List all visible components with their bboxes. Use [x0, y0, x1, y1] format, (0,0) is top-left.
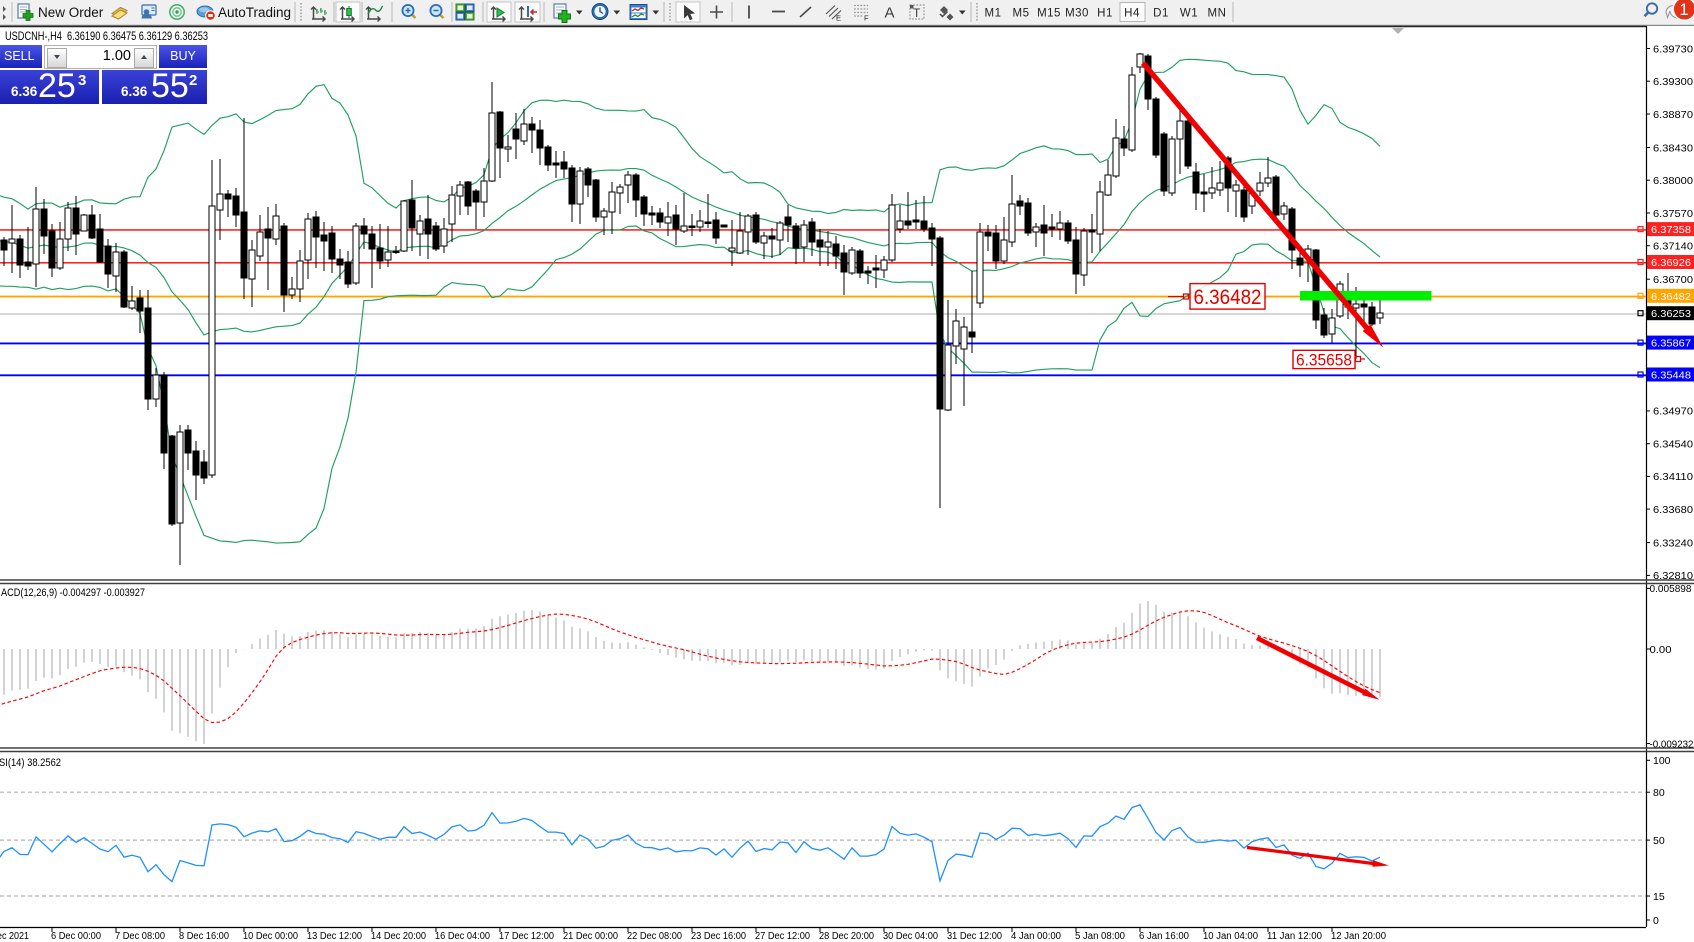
svg-text:30 Dec 04:00: 30 Dec 04:00	[883, 931, 938, 942]
svg-text:80: 80	[1653, 787, 1665, 799]
svg-text:H4: H4	[1124, 8, 1140, 20]
svg-text:6.37570: 6.37570	[1653, 208, 1693, 220]
svg-text:6.39300: 6.39300	[1653, 76, 1693, 88]
svg-text:23 Dec 16:00: 23 Dec 16:00	[691, 931, 746, 942]
svg-text:16 Dec 04:00: 16 Dec 04:00	[435, 931, 490, 942]
svg-text:27 Dec 12:00: 27 Dec 12:00	[755, 931, 810, 942]
svg-text:6.34970: 6.34970	[1653, 406, 1693, 418]
svg-text:6 Dec 00:00: 6 Dec 00:00	[51, 931, 101, 942]
svg-text:A: A	[885, 5, 895, 22]
svg-text:0.00: 0.00	[1650, 644, 1672, 656]
svg-text:4 Jan 00:00: 4 Jan 00:00	[1011, 931, 1061, 942]
svg-text:15: 15	[1653, 891, 1665, 903]
svg-text:H1: H1	[1097, 8, 1113, 20]
svg-text:14 Dec 20:00: 14 Dec 20:00	[371, 931, 426, 942]
svg-text:12 Jan 20:00: 12 Jan 20:00	[1331, 931, 1386, 942]
svg-text:6.38430: 6.38430	[1653, 142, 1693, 154]
svg-text:M15: M15	[1037, 8, 1061, 20]
svg-text:6.38000: 6.38000	[1653, 175, 1693, 187]
svg-text:6.33680: 6.33680	[1653, 504, 1693, 516]
svg-text:5 Jan 08:00: 5 Jan 08:00	[1075, 931, 1125, 942]
svg-text:6.32810: 6.32810	[1653, 570, 1693, 582]
svg-text:6.33240: 6.33240	[1653, 537, 1693, 549]
svg-text:E: E	[836, 14, 841, 23]
svg-text:6 Jan 16:00: 6 Jan 16:00	[1139, 931, 1189, 942]
svg-text:ACD(12,26,9) -0.004297 -0.0039: ACD(12,26,9) -0.004297 -0.003927	[1, 587, 145, 599]
svg-text:31 Dec 12:00: 31 Dec 12:00	[947, 931, 1002, 942]
svg-text:22 Dec 08:00: 22 Dec 08:00	[627, 931, 682, 942]
svg-text:50: 50	[1653, 835, 1665, 847]
svg-text:100: 100	[1653, 755, 1671, 767]
svg-text:6.35448: 6.35448	[1651, 370, 1691, 382]
svg-text:MN: MN	[1208, 8, 1227, 20]
svg-text:21 Dec 00:00: 21 Dec 00:00	[563, 931, 618, 942]
svg-text:T: T	[913, 6, 921, 20]
svg-text:0: 0	[1653, 915, 1659, 927]
svg-text:M5: M5	[1013, 8, 1030, 20]
svg-text:8 Dec 16:00: 8 Dec 16:00	[179, 931, 229, 942]
svg-text:M30: M30	[1065, 8, 1089, 20]
svg-text:0.005898: 0.005898	[1650, 583, 1692, 595]
svg-text:10 Jan 04:00: 10 Jan 04:00	[1203, 931, 1258, 942]
svg-text:6.36253: 6.36253	[1651, 308, 1691, 320]
svg-text:1: 1	[1679, 1, 1688, 19]
svg-text:6.36926: 6.36926	[1651, 257, 1691, 269]
svg-text:11 Jan 12:00: 11 Jan 12:00	[1267, 931, 1322, 942]
svg-text:6.39730: 6.39730	[1653, 43, 1693, 55]
svg-text:6.37358: 6.37358	[1651, 224, 1691, 236]
svg-text:F: F	[864, 14, 869, 23]
svg-text:6.36482: 6.36482	[1194, 286, 1262, 309]
svg-text:6.36700: 6.36700	[1653, 274, 1693, 286]
svg-text:3 Dec 2021: 3 Dec 2021	[0, 931, 29, 942]
svg-text:6.35658: 6.35658	[1296, 351, 1352, 370]
svg-text:6.37140: 6.37140	[1653, 241, 1693, 253]
svg-text:AutoTrading: AutoTrading	[218, 5, 291, 20]
svg-text:M1: M1	[985, 8, 1002, 20]
svg-text:13 Dec 12:00: 13 Dec 12:00	[307, 931, 362, 942]
svg-text:6.36482: 6.36482	[1651, 291, 1691, 303]
svg-text:USDCNH-,H4 6.36190 6.36475 6.: USDCNH-,H4 6.36190 6.36475 6.36129 6.362…	[5, 29, 208, 43]
svg-text:7 Dec 08:00: 7 Dec 08:00	[115, 931, 165, 942]
svg-text:SI(14) 38.2562: SI(14) 38.2562	[0, 757, 61, 769]
svg-text:10 Dec 00:00: 10 Dec 00:00	[243, 931, 298, 942]
svg-text:28 Dec 20:00: 28 Dec 20:00	[819, 931, 874, 942]
svg-text:6.35867: 6.35867	[1651, 338, 1691, 350]
svg-text:D1: D1	[1153, 8, 1169, 20]
svg-text:6.34540: 6.34540	[1653, 439, 1693, 451]
svg-text:6.38870: 6.38870	[1653, 109, 1693, 121]
svg-text:-0.009232: -0.009232	[1650, 738, 1694, 750]
svg-text:W1: W1	[1180, 8, 1198, 20]
svg-text:17 Dec 12:00: 17 Dec 12:00	[499, 931, 554, 942]
svg-text:New Order: New Order	[38, 5, 104, 20]
svg-text:6.34110: 6.34110	[1653, 471, 1693, 483]
